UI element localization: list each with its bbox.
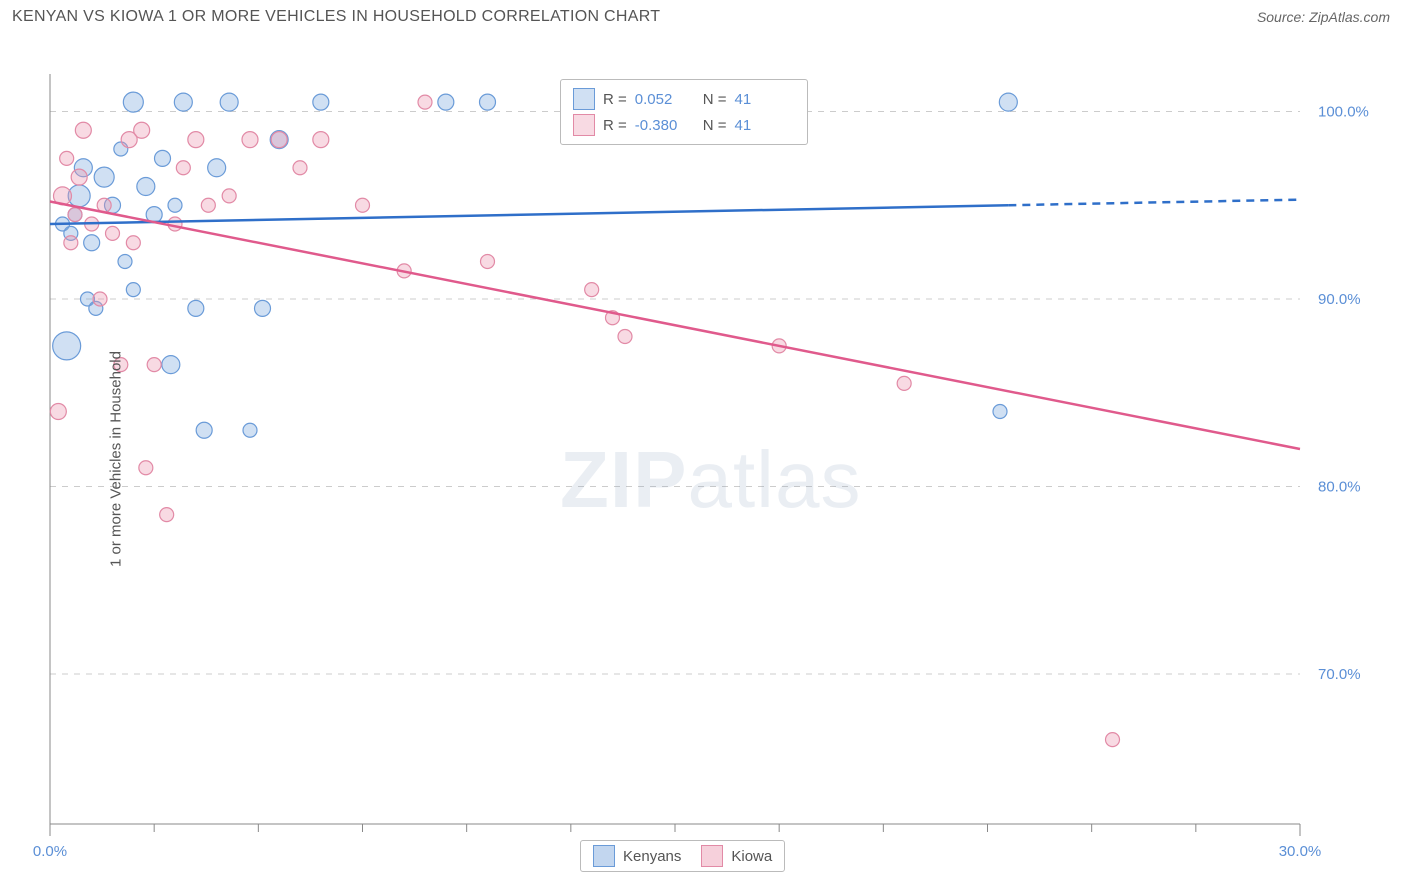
legend-label: Kiowa (731, 848, 772, 865)
stats-legend: R = 0.052 N = 41 R = -0.380 N = 41 (560, 79, 808, 145)
swatch-kiowa (573, 114, 595, 136)
svg-text:80.0%: 80.0% (1318, 479, 1361, 496)
svg-text:70.0%: 70.0% (1318, 666, 1361, 683)
chart-title: KENYAN VS KIOWA 1 OR MORE VEHICLES IN HO… (12, 8, 660, 26)
r-value-kiowa: -0.380 (635, 117, 695, 134)
chart-area: 1 or more Vehicles in Household 70.0% 80.… (0, 34, 1406, 884)
n-value-kenyans: 41 (735, 91, 795, 108)
swatch-kiowa (701, 845, 723, 867)
series-legend: Kenyans Kiowa (580, 840, 785, 872)
n-value-kiowa: 41 (735, 117, 795, 134)
y-axis-label: 1 or more Vehicles in Household (107, 351, 124, 567)
svg-text:30.0%: 30.0% (1279, 843, 1322, 860)
svg-text:90.0%: 90.0% (1318, 291, 1361, 308)
stats-row-kiowa: R = -0.380 N = 41 (573, 112, 795, 138)
legend-label: Kenyans (623, 848, 681, 865)
legend-item-kenyans: Kenyans (593, 845, 681, 867)
r-label: R = (603, 117, 627, 134)
scatter-chart: 70.0% 80.0% 90.0% 100.0% 0.0% 30.0% (0, 34, 1406, 884)
svg-text:0.0%: 0.0% (33, 843, 67, 860)
n-label: N = (703, 91, 727, 108)
title-bar: KENYAN VS KIOWA 1 OR MORE VEHICLES IN HO… (0, 0, 1406, 34)
source-attribution: Source: ZipAtlas.com (1257, 9, 1390, 25)
svg-text:100.0%: 100.0% (1318, 104, 1369, 121)
r-label: R = (603, 91, 627, 108)
legend-item-kiowa: Kiowa (701, 845, 772, 867)
r-value-kenyans: 0.052 (635, 91, 695, 108)
stats-row-kenyans: R = 0.052 N = 41 (573, 86, 795, 112)
n-label: N = (703, 117, 727, 134)
swatch-kenyans (573, 88, 595, 110)
swatch-kenyans (593, 845, 615, 867)
